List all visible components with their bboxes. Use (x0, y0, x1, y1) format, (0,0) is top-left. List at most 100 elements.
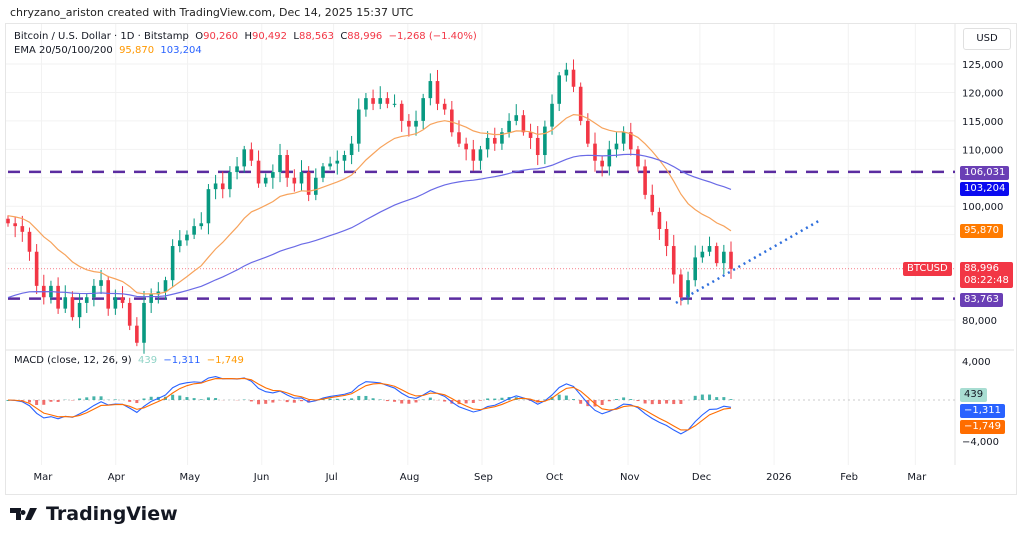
candle-body (6, 218, 10, 224)
candle-body (478, 149, 483, 161)
candle-body (156, 291, 161, 295)
macd-histogram-bar (78, 398, 82, 400)
candle-body (414, 120, 418, 127)
macd-tick-top: 4,000 (962, 357, 991, 368)
candle-body (135, 325, 139, 343)
macd-histogram-bar (643, 400, 647, 404)
open-value: 90,260 (203, 31, 239, 42)
macd-histogram-bar (471, 400, 475, 403)
price-tick: 125,000 (962, 60, 1003, 71)
candle-body (278, 155, 282, 173)
candle-body (378, 98, 383, 104)
candle-body (485, 137, 490, 150)
macd-histogram-bar (464, 400, 468, 404)
macd-histogram-bar (285, 400, 289, 403)
candle-body (106, 280, 111, 309)
currency-button[interactable]: USD (963, 28, 1011, 50)
candle-body (550, 103, 554, 127)
macd-legend[interactable]: MACD (close, 12, 26, 9) 439 −1,311 −1,74… (14, 355, 244, 366)
candle-body (242, 149, 247, 167)
macd-histogram-bar (128, 400, 132, 402)
macd-histogram-bar (708, 394, 712, 400)
macd-histogram-bar (292, 400, 296, 403)
ema50-line (7, 113, 732, 295)
candle-body (185, 234, 189, 241)
candle-body (707, 246, 712, 252)
symbol-title: Bitcoin / U.S. Dollar · 1D · Bitstamp (14, 31, 189, 42)
macd-histogram-bar (579, 400, 583, 404)
tradingview-logo: TradingView (10, 503, 178, 525)
price-tick: 115,000 (962, 117, 1003, 128)
macd-histogram-bar (400, 400, 404, 404)
chart-credit: chryzano_ariston created with TradingVie… (10, 6, 414, 19)
brand-name: TradingView (46, 503, 178, 525)
macd-histogram-bar (478, 400, 482, 401)
macd-histogram-bar (657, 400, 661, 405)
ema200-value: 103,204 (160, 45, 202, 56)
macd-histogram-bar (486, 398, 490, 400)
candle-body (63, 297, 68, 309)
candle-body (521, 115, 526, 133)
time-tick: Jul (325, 472, 338, 483)
macd-histogram-bar (350, 398, 354, 400)
macd-histogram-bar (142, 398, 146, 400)
macd-histogram-bar (378, 399, 382, 400)
time-tick: Nov (620, 472, 640, 483)
candle-body (593, 143, 597, 161)
high-value: 90,492 (252, 31, 288, 42)
ema200-line (7, 153, 732, 299)
candle-body (178, 240, 182, 247)
macd-histogram-bar (271, 400, 275, 403)
candle-body (314, 177, 318, 195)
candle-body (514, 115, 519, 121)
candle-body (371, 98, 375, 104)
macd-signal-line (7, 377, 732, 431)
candle-body (399, 103, 404, 121)
candle-body (421, 98, 425, 121)
candle-body (127, 302, 132, 326)
candle-body (70, 297, 75, 318)
macd-hist-label: 439 (960, 388, 988, 402)
time-tick: Dec (691, 472, 712, 483)
chart-frame (5, 23, 1017, 495)
candle-body (249, 149, 254, 161)
candle-body (442, 103, 447, 110)
candle-body (643, 166, 647, 195)
candle-body (557, 75, 561, 104)
macd-histogram-bar (650, 400, 654, 405)
candle-body (614, 143, 619, 150)
macd-histogram-bar (42, 400, 46, 405)
ema-legend[interactable]: EMA 20/50/100/200 95,870 103,204 (14, 45, 202, 57)
tradingview-logo-icon (10, 508, 37, 520)
macd-tick-bottom: −4,000 (962, 437, 1000, 448)
macd-histogram-bar (85, 397, 89, 400)
candle-body (321, 166, 325, 178)
low-label: L (293, 31, 299, 42)
candle-body (543, 126, 547, 156)
candle-body (628, 132, 633, 150)
candle-body (299, 172, 304, 184)
last-price: 88,996 (964, 263, 999, 274)
macd-histogram-bar (335, 398, 339, 400)
candle-body (700, 251, 705, 258)
candle-body (163, 280, 168, 292)
candle-body (192, 226, 196, 235)
resistance-price-label: 106,031 (960, 166, 1010, 180)
change-value: −1,268 (−1.40%) (388, 31, 477, 42)
macd-histogram-bar (715, 397, 719, 400)
macd-histogram-bar (49, 400, 53, 402)
candle-body (235, 166, 239, 173)
macd-histogram-bar (257, 400, 261, 405)
candle-body (13, 223, 17, 227)
macd-histogram-bar (600, 400, 604, 405)
macd-histogram-bar (192, 398, 196, 400)
candle-body (99, 280, 103, 286)
candle-body (342, 155, 347, 161)
price-tick: 110,000 (962, 145, 1003, 156)
candle-body (84, 297, 89, 303)
trendline (675, 219, 821, 305)
time-tick: May (179, 472, 201, 483)
candle-body (657, 211, 662, 229)
candle-body (664, 228, 669, 247)
